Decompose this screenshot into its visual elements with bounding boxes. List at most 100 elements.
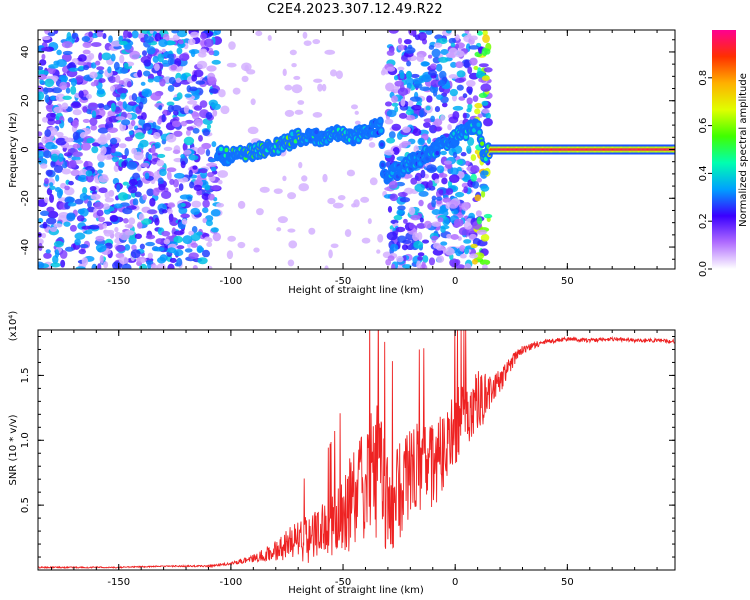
spectrogram-cell [208,88,219,94]
spectrogram-cell [456,159,464,165]
spectrogram-cell [208,99,218,107]
spectrogram-cell [96,66,105,71]
spectrogram-cell [196,231,203,236]
spectrogram-cell [218,89,226,98]
spectrogram-cell [126,81,132,88]
spectrogram-cell [76,215,85,222]
spectrogram-cell [482,170,489,176]
spectrogram-xtick-label: 50 [561,276,574,287]
spectrogram-cell [180,213,190,219]
spectrogram-cell [140,112,147,121]
spectrogram-cell [440,241,448,246]
spectrogram-cell [469,35,478,41]
spectrogram-cell [432,242,442,249]
spectrogram-cell [411,104,422,111]
spectrogram-cell [66,196,75,203]
spectrogram-cell [406,70,412,80]
spectrogram-cell [420,169,426,179]
spectrogram-cell [410,214,421,221]
spectrogram-cell [385,82,395,92]
spectrogram-cell [45,141,56,150]
spectrogram-cell [464,247,470,255]
spectrogram-cell [99,133,107,143]
spectrogram-cell [38,150,45,159]
spectrogram-cell [282,175,287,182]
spectrogram-cell [72,151,83,158]
spectrogram-cell [480,190,486,198]
spectrogram-cell [97,263,102,269]
spectrogram-cell [141,218,152,225]
spectrogram-cell [332,202,344,209]
spectrogram-cell [64,185,70,191]
spectrogram-cell [324,49,336,55]
spectrogram-cell [253,247,260,253]
spectrogram-cell [171,30,180,34]
spectrogram-cell [69,159,77,168]
spectrogram-cell [403,39,412,45]
spectrogram-cell [425,30,433,35]
spectrogram-cell [402,126,411,133]
spectrogram-cell [179,53,190,62]
spectrogram-cell [317,83,323,92]
spectrogram-cell [188,230,194,236]
spectrogram-cell [391,102,399,107]
spectrogram-cell [452,111,460,120]
spectrogram-cell [88,224,100,230]
spectrogram-cell [188,109,194,114]
spectrogram-cell [217,170,229,178]
spectrogram-cell [408,222,415,230]
spectrogram-cell [478,92,488,99]
spectrogram-cell [180,160,186,169]
spectrogram-cell [157,256,166,264]
spectrogram-cell [444,247,455,256]
spectrogram-cell [126,113,133,119]
spectrogram-cell [140,81,146,86]
spectrogram-cell [386,66,396,72]
spectrogram-cell [337,195,346,201]
spectrogram-cell [45,217,57,225]
figure-title: C2E4.2023.307.12.49.R22 [267,2,443,17]
spectrogram-cell [289,49,297,56]
spectrogram-cell [385,258,392,266]
spectrogram-cell [419,86,431,92]
spectrogram-cell [90,62,97,69]
spectrogram-cell [108,75,117,83]
spectrogram-cell [438,173,448,178]
spectrogram-cell [423,121,431,128]
spectrogram-cell [432,56,441,64]
spectrogram-cell [53,223,63,228]
spectrogram-cell [90,81,97,87]
spectrogram-cell [273,188,283,194]
spectrogram-cell [41,232,47,239]
spectrogram-cell [111,156,120,163]
spectrogram-cell [98,78,106,84]
snr-xtick-label: 50 [561,577,574,588]
spectrogram-cell [126,161,138,170]
spectrogram-cell [435,94,444,100]
spectrogram-xtick-label: -150 [107,276,130,287]
spectrogram-cell [448,37,456,44]
spectrogram-cell [151,264,159,269]
spectrogram-cell [368,141,376,148]
spectrogram-cell [456,84,464,91]
colorbar-tick-label: 0.2 [698,213,709,229]
spectrogram-cell [206,65,217,72]
spectrogram-cell [132,198,139,207]
spectrogram-cell [64,137,75,143]
spectrogram-cell [476,216,483,225]
spectrogram-cell [475,210,482,217]
spectrogram-cell [192,165,198,170]
spectrogram-cell [75,75,84,83]
spectrogram-cell [418,199,424,207]
spectrogram-cell [433,118,443,126]
spectrogram-cell [287,228,296,233]
spectrogram-cell [97,169,104,174]
spectrogram-cell [87,102,99,111]
spectrogram-cell [170,64,177,71]
spectrogram-cell [483,118,493,127]
spectrogram-cell [302,31,308,39]
spectrogram-cell [178,39,184,45]
spectrogram-cell [277,216,288,224]
spectrogram-cell [109,214,119,222]
spectrogram-cell [38,66,44,71]
